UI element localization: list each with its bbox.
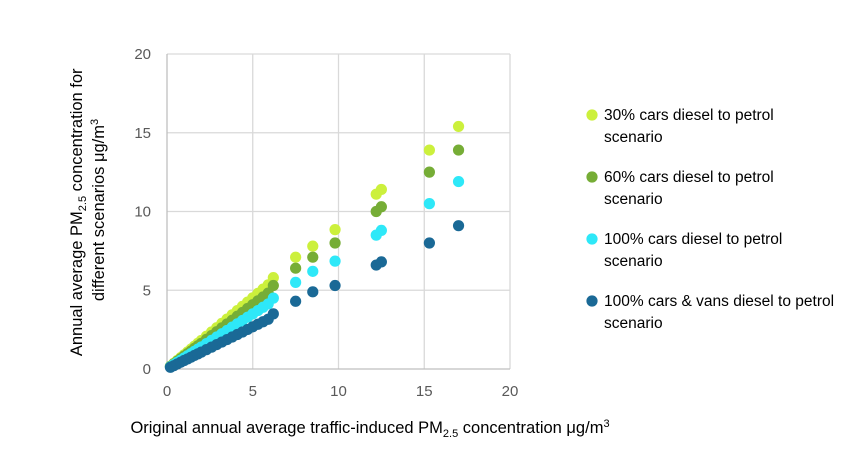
legend-label: 100% cars diesel to petrol scenario: [604, 231, 782, 270]
gridlines: [167, 53, 511, 369]
data-point: [452, 220, 465, 232]
axes: [166, 54, 510, 370]
x-tick-label: 20: [502, 383, 519, 400]
series-4: [164, 220, 465, 373]
data-point: [267, 279, 279, 292]
data-point: [423, 144, 435, 156]
y-tick-label: 20: [134, 46, 151, 63]
data-point: [290, 295, 302, 307]
data-point: [423, 166, 435, 178]
data-point: [375, 224, 387, 236]
legend-marker: [586, 109, 598, 121]
data-point: [375, 201, 387, 213]
data-point: [290, 262, 302, 274]
data-point: [267, 292, 279, 304]
x-tick-label: 15: [416, 383, 433, 400]
y-tick-label: 5: [143, 282, 151, 299]
x-axis-title: Original annual average traffic-induced …: [130, 418, 609, 440]
data-point: [267, 308, 279, 320]
data-point: [423, 198, 435, 210]
data-point: [375, 256, 387, 268]
x-tick-label: 5: [249, 383, 257, 400]
data-point: [375, 183, 387, 196]
legend-label: 30% cars diesel to petrol scenario: [604, 107, 774, 146]
legend-label: 60% cars diesel to petrol scenario: [604, 169, 774, 208]
legend-marker: [586, 171, 598, 183]
data-point: [329, 255, 341, 267]
data-point: [307, 265, 319, 277]
data-point: [307, 251, 319, 263]
x-tick-label: 10: [330, 383, 347, 400]
y-axis-title: Annual average PM2.5 concentration for d…: [68, 64, 108, 356]
x-tick-label: 0: [163, 383, 171, 400]
y-tick-label: 10: [134, 204, 151, 221]
y-tick-label: 15: [134, 125, 151, 142]
y-axis-title-line1: Annual average PM2.5 concentration for: [68, 68, 89, 356]
data-point: [307, 286, 319, 298]
tick-labels: 0 5 10 15 20 0 5 10 15 20: [134, 46, 518, 400]
data-point: [329, 237, 341, 249]
y-axis-title-line2: different scenarios μg/m3: [89, 119, 108, 301]
data-point: [290, 251, 302, 263]
data-point: [423, 237, 435, 249]
data-point: [267, 272, 279, 284]
data-point: [307, 240, 319, 252]
data-point: [329, 279, 341, 292]
data-point: [452, 175, 465, 188]
y-tick-label: 0: [143, 361, 151, 378]
legend: 30% cars diesel to petrol scenario 60% car…: [586, 107, 834, 332]
legend-marker: [586, 233, 598, 245]
data-point: [290, 276, 302, 288]
data-point: [452, 120, 465, 133]
data-point: [452, 144, 465, 156]
legend-marker: [586, 295, 598, 307]
data-points: [164, 120, 465, 373]
legend-label: 100% cars & vans diesel to petrol scenari…: [604, 293, 834, 332]
data-point: [329, 224, 341, 236]
